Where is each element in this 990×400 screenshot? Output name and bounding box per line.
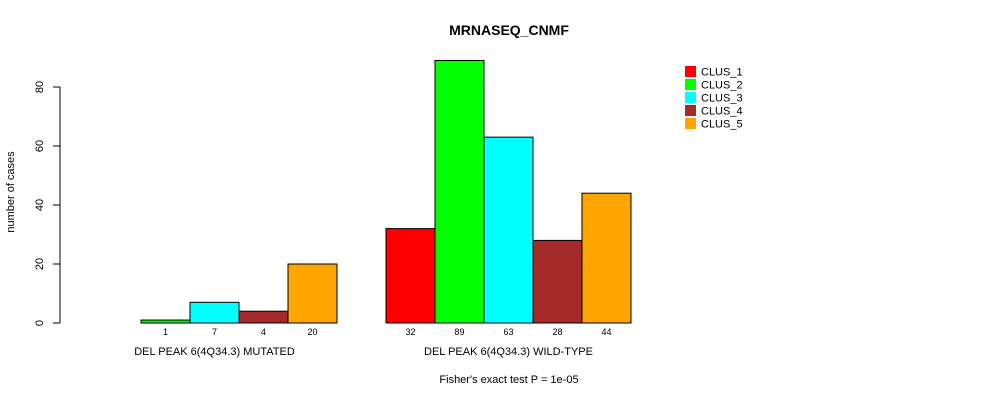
legend-swatch (685, 79, 696, 90)
y-axis: 0 20 40 60 80 (34, 81, 61, 326)
bar-value-label: 44 (601, 327, 611, 337)
y-axis-label: number of cases (5, 151, 17, 233)
bar-clus-1 (385, 228, 436, 324)
bar-value-label: 7 (212, 327, 217, 337)
bar-value-label: 28 (552, 327, 562, 337)
bar-value-labels: 1 7 4 20 32 89 63 28 44 (163, 327, 612, 337)
bar-value-label: 32 (405, 327, 415, 337)
legend-label: CLUS_4 (701, 106, 743, 118)
group-label: DEL PEAK 6(4Q34.3) WILD-TYPE (424, 346, 593, 358)
legend-label: CLUS_2 (701, 80, 743, 92)
fisher-test-footnote: Fisher's exact test P = 1e-05 (439, 374, 578, 386)
group-labels: DEL PEAK 6(4Q34.3) MUTATED DEL PEAK 6(4Q3… (134, 346, 593, 358)
bar-clus-3 (483, 136, 534, 324)
y-tick-label: 0 (34, 320, 46, 326)
bar-clus-5 (581, 192, 632, 324)
bar-value-label: 20 (307, 327, 317, 337)
bar-value-label: 63 (503, 327, 513, 337)
legend-label: CLUS_5 (701, 119, 743, 131)
bars (140, 59, 632, 324)
bar-clus-2 (140, 319, 191, 324)
bar-clus-3 (189, 301, 240, 324)
legend-label: CLUS_3 (701, 93, 743, 105)
legend-swatch (685, 66, 696, 77)
y-tick-label: 60 (34, 140, 46, 152)
bar-value-label: 4 (261, 327, 266, 337)
legend-swatch (685, 105, 696, 116)
y-tick-label: 40 (34, 199, 46, 211)
legend-swatch (685, 118, 696, 129)
legend-swatch (685, 92, 696, 103)
y-tick-label: 20 (34, 258, 46, 270)
bar-value-label: 1 (163, 327, 168, 337)
legend-label: CLUS_1 (701, 67, 743, 79)
bar-clus-5 (287, 263, 338, 324)
bar-clus-4 (238, 310, 289, 324)
bar-value-label: 89 (454, 327, 464, 337)
group-label: DEL PEAK 6(4Q34.3) MUTATED (134, 346, 295, 358)
y-tick-label: 80 (34, 81, 46, 93)
bar-clus-4 (532, 239, 583, 324)
chart-title: MRNASEQ_CNMF (449, 22, 569, 38)
bar-clus-2 (434, 59, 485, 324)
